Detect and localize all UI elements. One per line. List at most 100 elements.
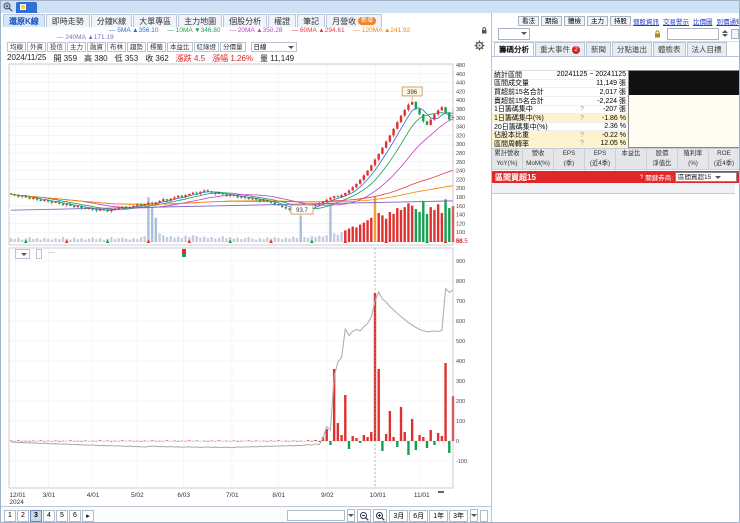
toolbar-主力[interactable]: 主力 xyxy=(67,42,86,52)
tab-分點進出[interactable]: 分點進出 xyxy=(612,42,652,56)
toolbar-布林[interactable]: 布林 xyxy=(107,42,126,52)
tab-籌碼分析[interactable]: 籌碼分析 xyxy=(494,42,534,56)
stat-days-select[interactable] xyxy=(498,27,530,40)
range-button-1年[interactable]: 1年 xyxy=(429,509,449,522)
range-button-6月[interactable]: 6月 xyxy=(409,509,429,522)
link-到價通知[interactable]: 到價通知 xyxy=(716,18,740,26)
help-icon[interactable]: ? xyxy=(639,173,644,181)
svg-text:240: 240 xyxy=(456,169,465,175)
help-icon[interactable]: ? xyxy=(580,140,584,148)
analysis-tabs: 籌碼分析 重大事件 2 新聞 分點進出 體檢表 法人目標 xyxy=(492,42,739,57)
svg-text:80: 80 xyxy=(456,239,462,245)
ma-legend-item: — 5MA ▲356.10 xyxy=(109,27,159,34)
tab-權證[interactable]: 權證 xyxy=(268,14,297,27)
header-button-看法[interactable]: 看法 xyxy=(518,15,539,26)
metric-header: 累計營收 YoY(%) xyxy=(492,149,523,170)
branch-select-dropdown[interactable] xyxy=(15,249,30,259)
chart-panel: 還原K線 即時走勢 分鐘K線 大單專區 主力地圖 個股分析 權證 筆記 月營收 新增 — 5MA … xyxy=(1,13,491,522)
header-button-期指[interactable]: 期指 xyxy=(541,15,562,26)
stat-row: 1日籌碼集中? -207 張 xyxy=(492,106,628,115)
header-button-持股[interactable]: 持股 xyxy=(610,15,631,26)
branch-netbuy-chart[interactable]: -100 0 100 200 300 400 500 600 700 800 900 xyxy=(1,246,491,491)
metric-header: 股價 淨值比 xyxy=(647,149,678,170)
help-icon[interactable]: ? xyxy=(580,105,584,113)
toolbar-分價量[interactable]: 分價量 xyxy=(220,42,246,52)
page-button-2[interactable]: 2 xyxy=(17,509,29,522)
tab-即時走勢[interactable]: 即時走勢 xyxy=(45,14,90,27)
tab-個股分析[interactable]: 個股分析 xyxy=(223,14,268,27)
link-比價圖[interactable]: 比價圖 xyxy=(693,18,713,26)
stat-row: 佔股本比重? -0.22 % xyxy=(492,131,628,141)
tab-法人目標[interactable]: 法人目標 xyxy=(686,42,727,56)
header-button-主力[interactable]: 主力 xyxy=(587,15,608,26)
date-input[interactable] xyxy=(667,27,719,40)
ohlc-item: 2024/11/25 xyxy=(7,53,47,62)
stat-row: 統計區間 20241125 ~ 20241125 xyxy=(492,71,628,80)
stat-label: 1日籌碼集中 xyxy=(494,106,533,114)
range-button-3年[interactable]: 3年 xyxy=(449,509,468,522)
stat-value: -0.22 % xyxy=(601,131,626,139)
toolbar-紅綠燈[interactable]: 紅綠燈 xyxy=(193,42,219,52)
svg-text:93.7: 93.7 xyxy=(296,208,308,214)
date-tick: 6/03 xyxy=(177,492,191,499)
today-button[interactable] xyxy=(731,28,739,39)
svg-text:380: 380 xyxy=(456,107,465,113)
stat-label: 區間成交量 xyxy=(494,80,529,88)
input-dropdown-button[interactable] xyxy=(347,509,356,522)
new-badge: 新增 xyxy=(358,17,377,25)
zoom-in-button[interactable] xyxy=(373,509,388,522)
link-交易警示[interactable]: 交易警示 xyxy=(663,18,689,26)
broker-panel: 看法 期指 體檢 主力 持股 個股資訊 交易警示 比價圖 到價通知 籌碼分析 重大事件 2 新聞 分點… xyxy=(491,13,740,522)
stat-value: 2,017 張 xyxy=(599,89,626,97)
header-button-體檢[interactable]: 體檢 xyxy=(564,15,585,26)
stat-value: 12.05 % xyxy=(600,140,626,148)
tab-月營收[interactable]: 月營收 新增 xyxy=(326,14,383,27)
tab-體檢表[interactable]: 體檢表 xyxy=(653,42,686,56)
netbuy-bar-legend xyxy=(181,249,186,259)
page-button-6[interactable]: 6 xyxy=(69,509,81,522)
stat-value: 2.36 % xyxy=(604,123,626,131)
toolbar-趨勢[interactable]: 趨勢 xyxy=(127,42,146,52)
tab-新聞[interactable]: 新聞 xyxy=(586,42,611,56)
zoom-out-button[interactable] xyxy=(357,509,372,522)
page-buttons: 1 2 3 4 5 6 ▸ xyxy=(4,509,94,522)
tab-主力地圖[interactable]: 主力地圖 xyxy=(178,14,223,27)
ohlc-item: 低 353 xyxy=(114,54,139,63)
page-button-1[interactable]: 1 xyxy=(4,509,16,522)
reset-view-button[interactable] xyxy=(480,509,488,522)
period-label: 日線 xyxy=(253,43,267,51)
page-button-5[interactable]: 5 xyxy=(56,509,68,522)
date-tick: 10/01 xyxy=(369,492,386,499)
goto-date-input[interactable] xyxy=(287,510,346,521)
help-icon[interactable]: ? xyxy=(580,114,584,122)
toolbar-本益比[interactable]: 本益比 xyxy=(167,42,193,52)
key-broker-dropdown[interactable]: 區間買超15 xyxy=(675,172,737,182)
stock-window-tab[interactable] xyxy=(16,1,37,13)
toolbar-外資[interactable]: 外資 xyxy=(27,42,46,52)
today-trend-box xyxy=(628,70,739,148)
page-button-▸[interactable]: ▸ xyxy=(82,509,94,522)
toolbar-融資[interactable]: 融資 xyxy=(87,42,106,52)
help-icon[interactable]: ? xyxy=(580,131,584,139)
tab-重大事件[interactable]: 重大事件 2 xyxy=(535,42,585,56)
tab-大單專區[interactable]: 大單專區 xyxy=(133,14,178,27)
tab-筆記[interactable]: 筆記 xyxy=(297,14,326,27)
page-button-3[interactable]: 3 xyxy=(30,509,42,522)
tab-還原K線[interactable]: 還原K線 xyxy=(3,14,45,27)
magnifier-plus-icon[interactable] xyxy=(3,2,13,12)
toolbar-均線[interactable]: 均線 xyxy=(7,42,26,52)
tab-分鐘K線[interactable]: 分鐘K線 xyxy=(90,14,133,27)
gear-icon[interactable] xyxy=(474,38,485,56)
page-button-4[interactable]: 4 xyxy=(43,509,55,522)
svg-text:800: 800 xyxy=(456,279,465,285)
indicator-toolbar: 均線 外資 投信 主力 融資 布林 趨勢 標籤 本益比 紅綠燈 分價量 日線 xyxy=(7,38,485,56)
range-button-3月[interactable]: 3月 xyxy=(389,509,409,522)
main-candlestick-chart[interactable]: 80 100 120 140 160 180 200 220 240 260 280 300 320 34… xyxy=(1,63,491,247)
toolbar-投信[interactable]: 投信 xyxy=(47,42,66,52)
toolbar-標籤[interactable]: 標籤 xyxy=(147,42,166,52)
date-spinner[interactable] xyxy=(722,30,728,37)
link-個股資訊[interactable]: 個股資訊 xyxy=(633,18,659,26)
reset-branch-button[interactable] xyxy=(36,249,42,259)
range-dropdown-button[interactable] xyxy=(470,509,478,522)
period-select[interactable]: 日線 xyxy=(250,42,297,52)
